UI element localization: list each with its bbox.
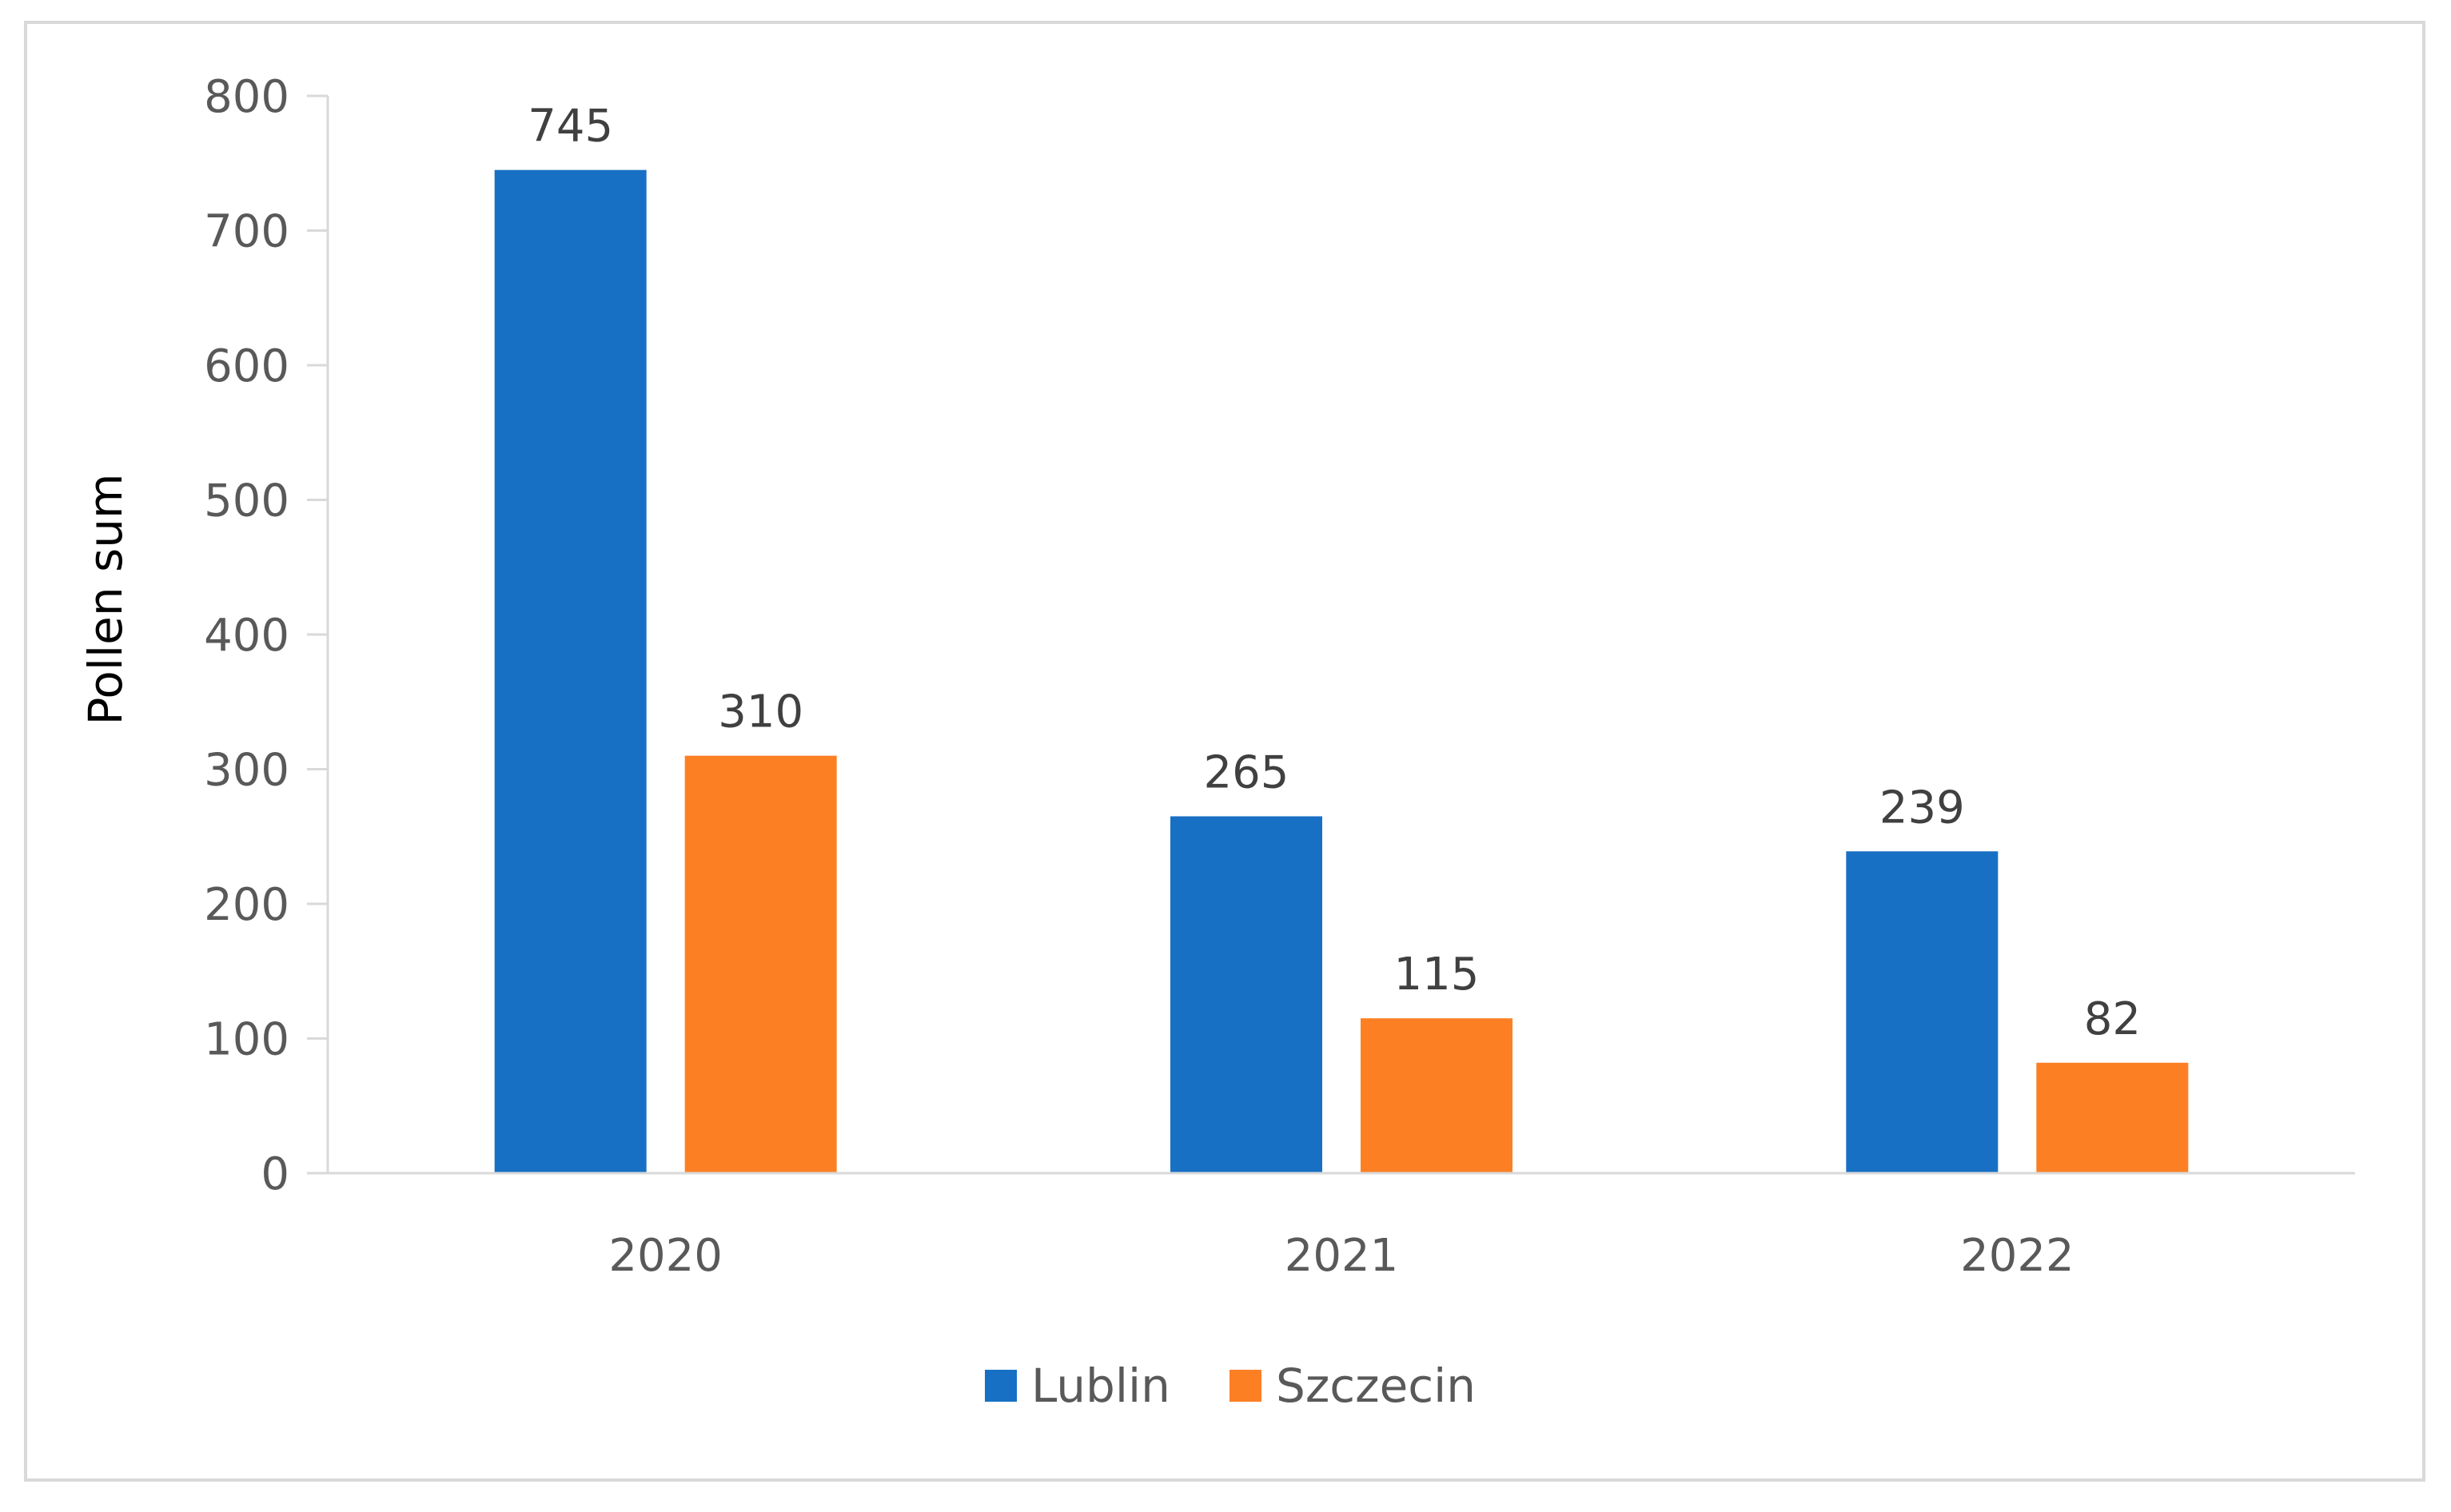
bar	[1361, 1018, 1512, 1173]
data-label: 239	[1879, 782, 1965, 834]
data-labels: 745 310 265 115 239 82	[528, 101, 2141, 1045]
legend-swatch	[985, 1370, 1017, 1402]
legend-swatch	[1229, 1370, 1261, 1402]
legend-label: Szczecin	[1276, 1359, 1476, 1413]
y-tick-label: 600	[204, 340, 289, 392]
legend-label: Lublin	[1031, 1359, 1170, 1413]
bars	[494, 169, 2189, 1173]
bar	[1846, 851, 1999, 1173]
y-axis-title-group: Pollen sum	[78, 474, 133, 726]
data-label: 115	[1394, 949, 1480, 1001]
y-tick-label: 100	[204, 1014, 289, 1066]
y-tick-label: 800	[204, 71, 289, 123]
chart-frame	[24, 21, 2425, 1482]
x-axis: 2020 2021 2022	[328, 1172, 2355, 1282]
y-tick-label: 300	[204, 745, 289, 797]
y-axis-title: Pollen sum	[78, 474, 133, 726]
bar	[1170, 816, 1322, 1173]
y-tick-label: 700	[204, 206, 289, 258]
y-tick-label: 200	[204, 879, 289, 931]
y-axis: 0 100 200 300 400 500 600 700 800	[204, 71, 329, 1200]
x-tick-label: 2022	[1960, 1230, 2074, 1282]
data-label: 82	[2084, 993, 2141, 1045]
y-tick-label: 400	[204, 610, 289, 662]
data-label: 265	[1204, 746, 1289, 798]
y-tick-label: 0	[261, 1148, 289, 1200]
data-label: 745	[528, 101, 613, 153]
bar	[2036, 1062, 2189, 1173]
x-tick-label: 2021	[1285, 1230, 1399, 1282]
bar	[684, 755, 837, 1173]
data-label: 310	[718, 686, 803, 738]
legend: Lublin Szczecin	[985, 1359, 1476, 1413]
bar	[494, 169, 647, 1173]
y-tick-label: 500	[204, 475, 289, 527]
x-tick-label: 2020	[608, 1230, 723, 1282]
